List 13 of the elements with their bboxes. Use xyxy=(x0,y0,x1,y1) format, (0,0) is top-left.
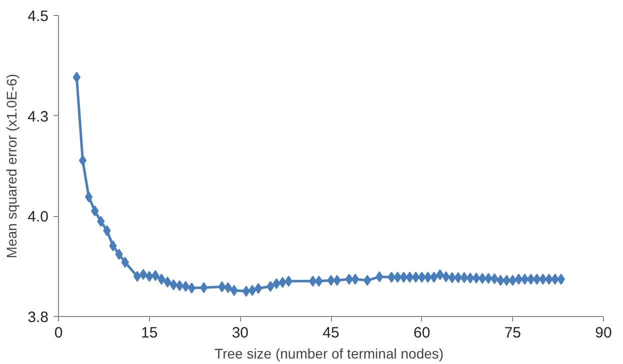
x-tick-label: 60 xyxy=(413,324,430,342)
x-tick-label: 15 xyxy=(140,324,158,342)
x-tick-label: 75 xyxy=(504,324,522,342)
x-tick-label: 0 xyxy=(54,324,63,342)
y-tick-label: 3.8 xyxy=(28,309,49,326)
x-axis-title: Tree size (number of terminal nodes) xyxy=(214,346,444,362)
y-axis-title: Mean squared error (x1.0E-6) xyxy=(4,74,20,258)
y-tick-label: 4.5 xyxy=(28,8,49,25)
x-tick-label: 90 xyxy=(595,324,612,342)
y-tick-label: 4.0 xyxy=(28,208,49,226)
x-tick-label: 45 xyxy=(322,324,340,342)
x-tick-label: 30 xyxy=(232,324,249,342)
y-tick-label: 4.3 xyxy=(28,108,49,126)
